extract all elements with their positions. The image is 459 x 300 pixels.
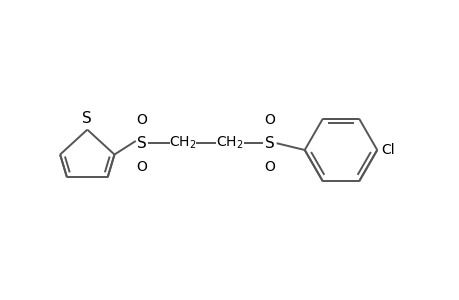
Text: O: O [136,160,147,174]
Text: S: S [136,136,146,151]
Text: Cl: Cl [380,143,394,157]
Text: CH$_2$: CH$_2$ [216,135,243,152]
Text: O: O [264,112,274,127]
Text: S: S [264,136,274,151]
Text: S: S [82,111,92,126]
Text: O: O [264,160,274,174]
Text: CH$_2$: CH$_2$ [168,135,196,152]
Text: O: O [136,112,147,127]
